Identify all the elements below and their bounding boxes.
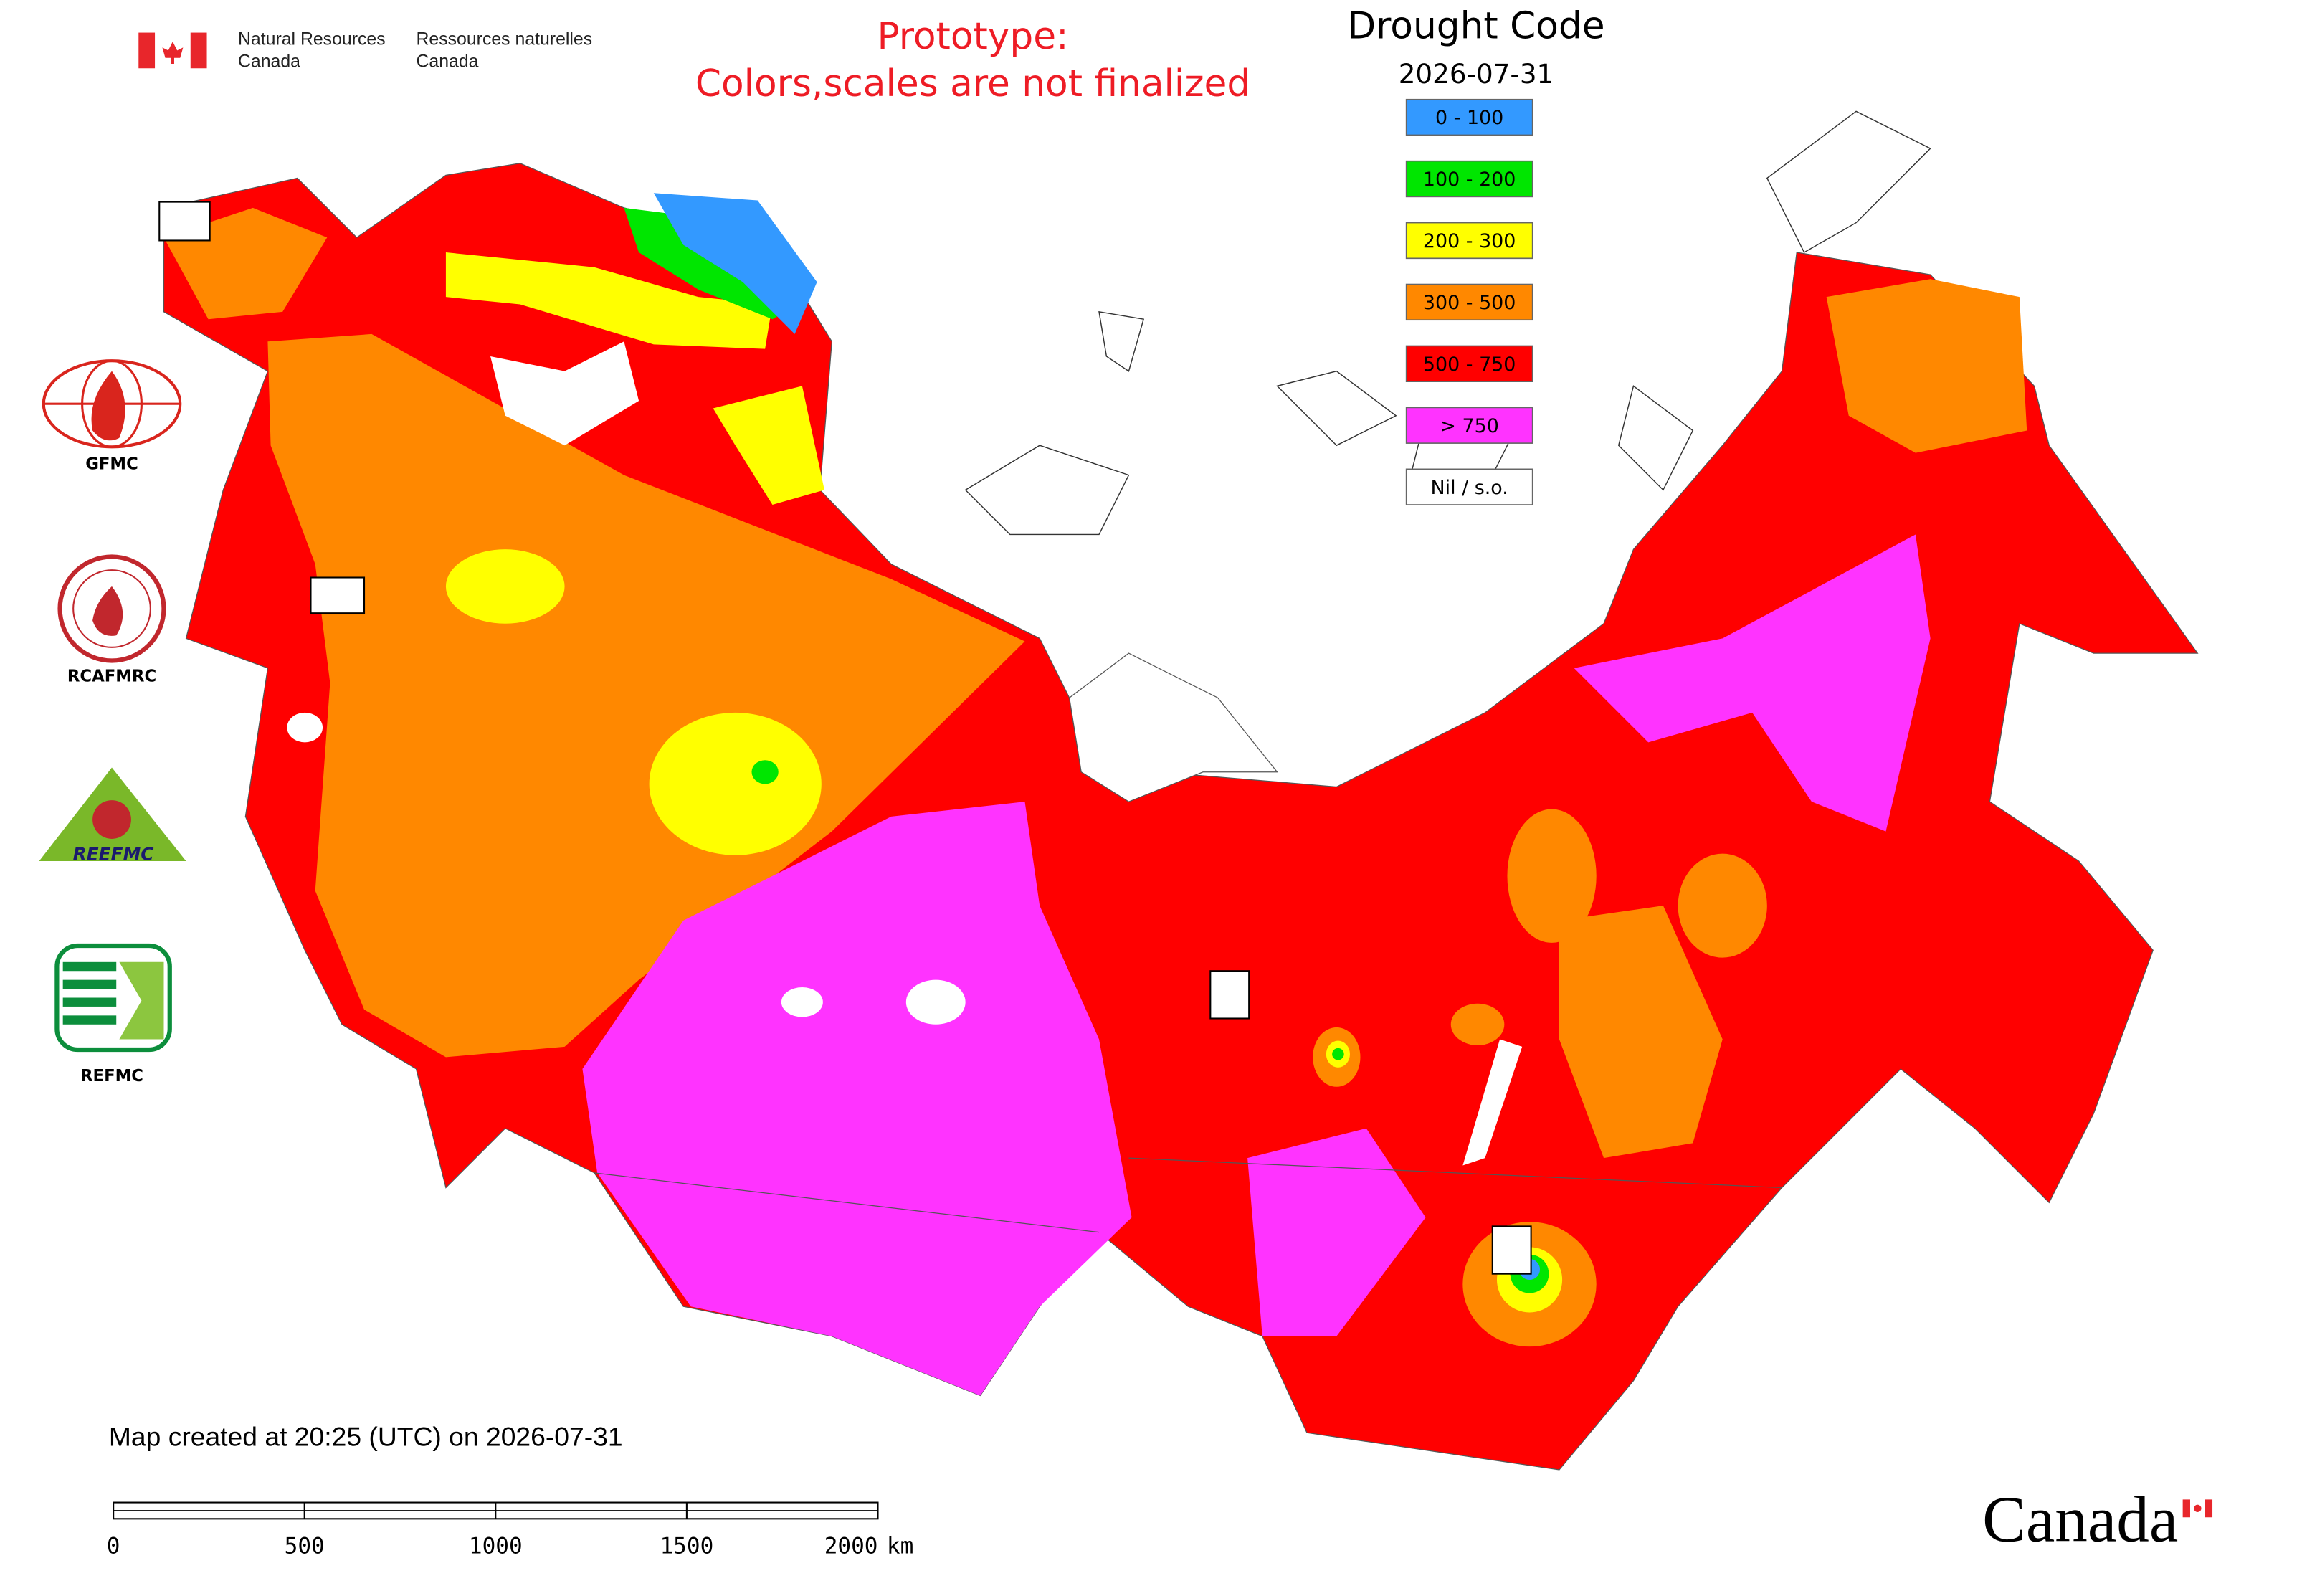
department-en: Canada — [238, 52, 300, 72]
region-blue — [653, 193, 817, 334]
region-orange — [1826, 279, 2027, 453]
canada-wordmark: Canada — [1982, 1483, 2178, 1556]
legend-swatch — [1405, 468, 1533, 505]
region-green — [751, 760, 779, 784]
legend-swatch — [1405, 160, 1533, 198]
department-fr: Canada — [417, 52, 479, 72]
logo-reefmc — [39, 767, 186, 862]
logo-label: RCAFMRC — [67, 668, 156, 686]
logo-refmc — [54, 943, 172, 1053]
legend-date: 2026-07-31 — [1399, 58, 1554, 90]
region-magenta — [582, 802, 1132, 1396]
scale-label: 2000 — [824, 1534, 878, 1559]
logo-rcafmrc — [57, 554, 166, 663]
region-orange — [1450, 1003, 1505, 1045]
centre-marker — [1491, 1225, 1532, 1275]
logo-label: REFMC — [80, 1067, 143, 1086]
centre-marker — [1209, 970, 1250, 1020]
scale-label: 0 — [107, 1534, 120, 1559]
prototype-notice: Colors,scales are not finalized — [695, 62, 1250, 105]
legend-swatch — [1405, 345, 1533, 382]
sea — [490, 341, 639, 446]
scale-label: 1500 — [660, 1534, 713, 1559]
region-yellow — [445, 549, 565, 624]
region-magenta — [1574, 534, 1931, 832]
logo-emblem: REEFMC — [73, 844, 154, 865]
logo-gfmc — [42, 359, 182, 449]
legend-title: Drought Code — [1347, 4, 1604, 47]
legend-label: 200 - 300 — [1423, 230, 1516, 252]
legend-swatch — [1405, 283, 1533, 321]
scale-unit: km — [887, 1534, 913, 1559]
border — [594, 1172, 1100, 1233]
islands — [964, 110, 1931, 536]
legend-swatch — [1405, 222, 1533, 260]
legend-label: > 750 — [1440, 415, 1498, 437]
wordmark-flag — [2182, 1499, 2213, 1518]
scale-label: 500 — [285, 1534, 325, 1559]
sea — [1068, 652, 1278, 802]
scale-label: 1000 — [469, 1534, 523, 1559]
region-yellow — [713, 386, 824, 505]
region-orange — [1559, 906, 1723, 1159]
region-magenta — [1247, 1128, 1426, 1336]
region-orange — [267, 333, 1025, 1058]
lake — [287, 712, 323, 743]
nrcan-flag — [138, 32, 207, 69]
region-orange — [1678, 853, 1767, 958]
lake — [781, 987, 823, 1017]
legend-swatch — [1405, 98, 1533, 136]
legend: 0 - 100 100 - 200 200 - 300 300 - 500 500 - … — [1405, 98, 1533, 505]
department-en: Natural Resources — [238, 29, 386, 49]
legend-label: 300 - 500 — [1423, 292, 1516, 314]
region-green — [1332, 1048, 1344, 1060]
logo-label: GFMC — [85, 455, 138, 474]
department-fr: Ressources naturelles — [417, 29, 593, 49]
border — [1128, 1157, 1782, 1189]
lake — [1462, 1039, 1523, 1166]
legend-label: 500 - 750 — [1423, 353, 1516, 376]
legend-label: 100 - 200 — [1423, 168, 1516, 191]
legend-label: 0 - 100 — [1435, 107, 1503, 129]
prototype-notice: Prototype: — [877, 15, 1068, 58]
scale-bar: 0 500 1000 1500 2000 km — [107, 1501, 913, 1559]
centre-marker — [310, 576, 366, 614]
legend-swatch — [1405, 407, 1533, 444]
lake — [905, 979, 966, 1025]
map-layer — [158, 110, 2199, 1471]
region-orange — [1507, 809, 1597, 943]
region-yellow — [649, 712, 822, 855]
legend-label: Nil / s.o. — [1430, 477, 1508, 499]
centre-marker — [158, 201, 211, 242]
region-yellow — [445, 252, 773, 349]
creation-note: Map created at 20:25 (UTC) on 2026-07-31 — [109, 1421, 623, 1451]
